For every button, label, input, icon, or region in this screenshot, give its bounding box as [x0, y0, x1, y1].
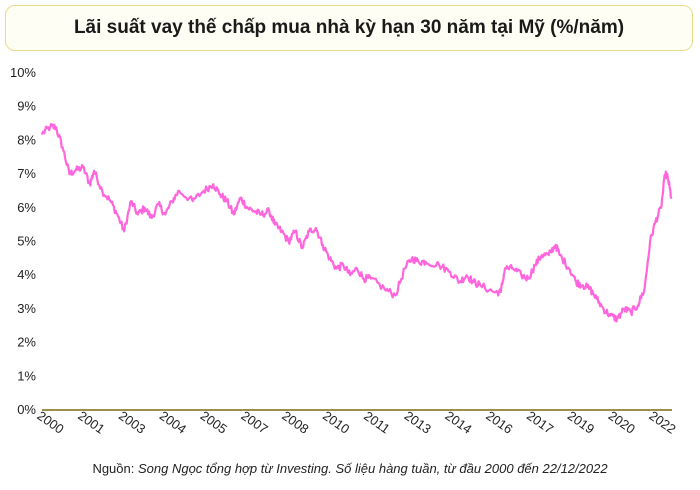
y-tick-label: 4% [17, 267, 36, 282]
x-tick-label: 2019 [565, 408, 597, 437]
x-tick-label: 2003 [116, 408, 148, 437]
y-tick-label: 1% [17, 368, 36, 383]
source-text: Song Ngọc tổng hợp từ Investing. Số liệu… [137, 461, 608, 476]
chart-title: Lãi suất vay thế chấp mua nhà kỳ hạn 30 … [73, 17, 625, 38]
y-tick-label: 8% [17, 132, 36, 147]
x-tick-label: 2010 [320, 408, 352, 437]
y-tick-label: 3% [17, 301, 36, 316]
y-tick-label: 9% [17, 99, 36, 114]
y-tick-label: 0% [17, 402, 36, 417]
x-tick-label: 2008 [279, 408, 311, 437]
source-label: Nguồn: [92, 461, 138, 476]
y-tick-label: 7% [17, 166, 36, 181]
y-tick-label: 10% [10, 65, 36, 80]
series-line [40, 122, 673, 323]
x-tick-label: 2001 [75, 408, 107, 437]
x-tick-label: 2014 [442, 408, 474, 437]
y-tick-label: 2% [17, 335, 36, 350]
x-tick-label: 2022 [646, 408, 678, 437]
x-tick-label: 2000 [34, 408, 66, 437]
x-tick-label: 2007 [238, 408, 270, 437]
x-tick-label: 2020 [606, 408, 638, 437]
y-tick-label: 6% [17, 200, 36, 215]
x-tick-label: 2004 [157, 408, 189, 437]
chart-title-box: Lãi suất vay thế chấp mua nhà kỳ hạn 30 … [5, 5, 693, 51]
x-tick-label: 2011 [361, 408, 393, 436]
x-tick-label: 2005 [198, 408, 230, 437]
x-tick-label: 2016 [483, 408, 515, 437]
source-footnote: Nguồn: Song Ngọc tổng hợp từ Investing. … [0, 461, 700, 476]
x-tick-label: 2013 [402, 408, 434, 437]
x-tick-label: 2017 [524, 408, 556, 437]
y-tick-label: 5% [17, 234, 36, 249]
